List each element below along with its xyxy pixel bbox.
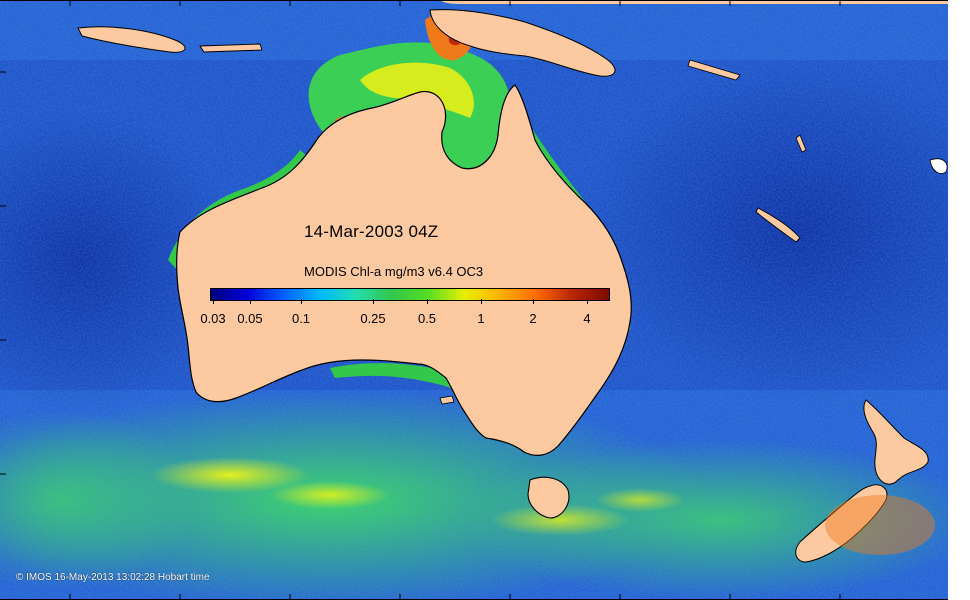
colorbar-tick-label: 0.03	[200, 311, 226, 326]
kangaroo-island	[439, 395, 455, 405]
new-caledonia	[755, 207, 801, 243]
southern-ocean-green-west	[0, 410, 200, 590]
map-date-title: 14-Mar-2003 04Z	[304, 222, 439, 241]
colorbar-tick-label: 1	[477, 311, 485, 326]
australia-landmass	[176, 84, 632, 456]
colorbar-tick-label: 2	[529, 311, 537, 326]
colorbar-tick-label: 4	[583, 311, 591, 326]
colorbar-tick	[481, 299, 482, 304]
colorbar	[210, 288, 610, 301]
southern-bloom-yellow-3	[490, 504, 630, 536]
colorbar-tick-label: 0.1	[291, 311, 311, 326]
nz-north-island	[863, 399, 929, 485]
vanuatu	[795, 134, 807, 153]
colorbar-title: MODIS Chl-a mg/m3 v6.4 OC3	[304, 264, 484, 279]
colorbar-tick	[587, 299, 588, 304]
nz-south-island	[795, 484, 888, 563]
southern-bloom-yellow-4	[595, 488, 685, 512]
new-guinea	[429, 9, 616, 77]
timor	[77, 26, 186, 53]
colorbar-tick	[427, 299, 428, 304]
colorbar-tick-label: 0.5	[417, 311, 437, 326]
colorbar-tick	[301, 299, 302, 304]
solomons	[687, 59, 741, 81]
southern-bloom-yellow-2	[270, 481, 390, 509]
colorbar-tick-label: 0.25	[360, 311, 386, 326]
nz-bloom	[825, 495, 935, 555]
credit-text: © IMOS 16-May-2013 13:02:28 Hobart time	[16, 572, 210, 583]
southern-ocean-green-east	[460, 440, 970, 600]
colorbar-tick	[533, 299, 534, 304]
colorbar-tick	[250, 299, 251, 304]
right-edge-strip	[948, 0, 970, 600]
fiji	[929, 158, 948, 174]
north-shelf-yellow	[360, 62, 474, 118]
south-coast-fringe	[330, 363, 560, 450]
colorbar-tick	[373, 299, 374, 304]
colorbar-tick-label: 0.05	[237, 311, 263, 326]
tasmania	[527, 476, 570, 519]
southern-bloom-yellow	[150, 457, 310, 493]
lesser-sunda	[199, 43, 263, 53]
colorbar-tick	[213, 299, 214, 304]
